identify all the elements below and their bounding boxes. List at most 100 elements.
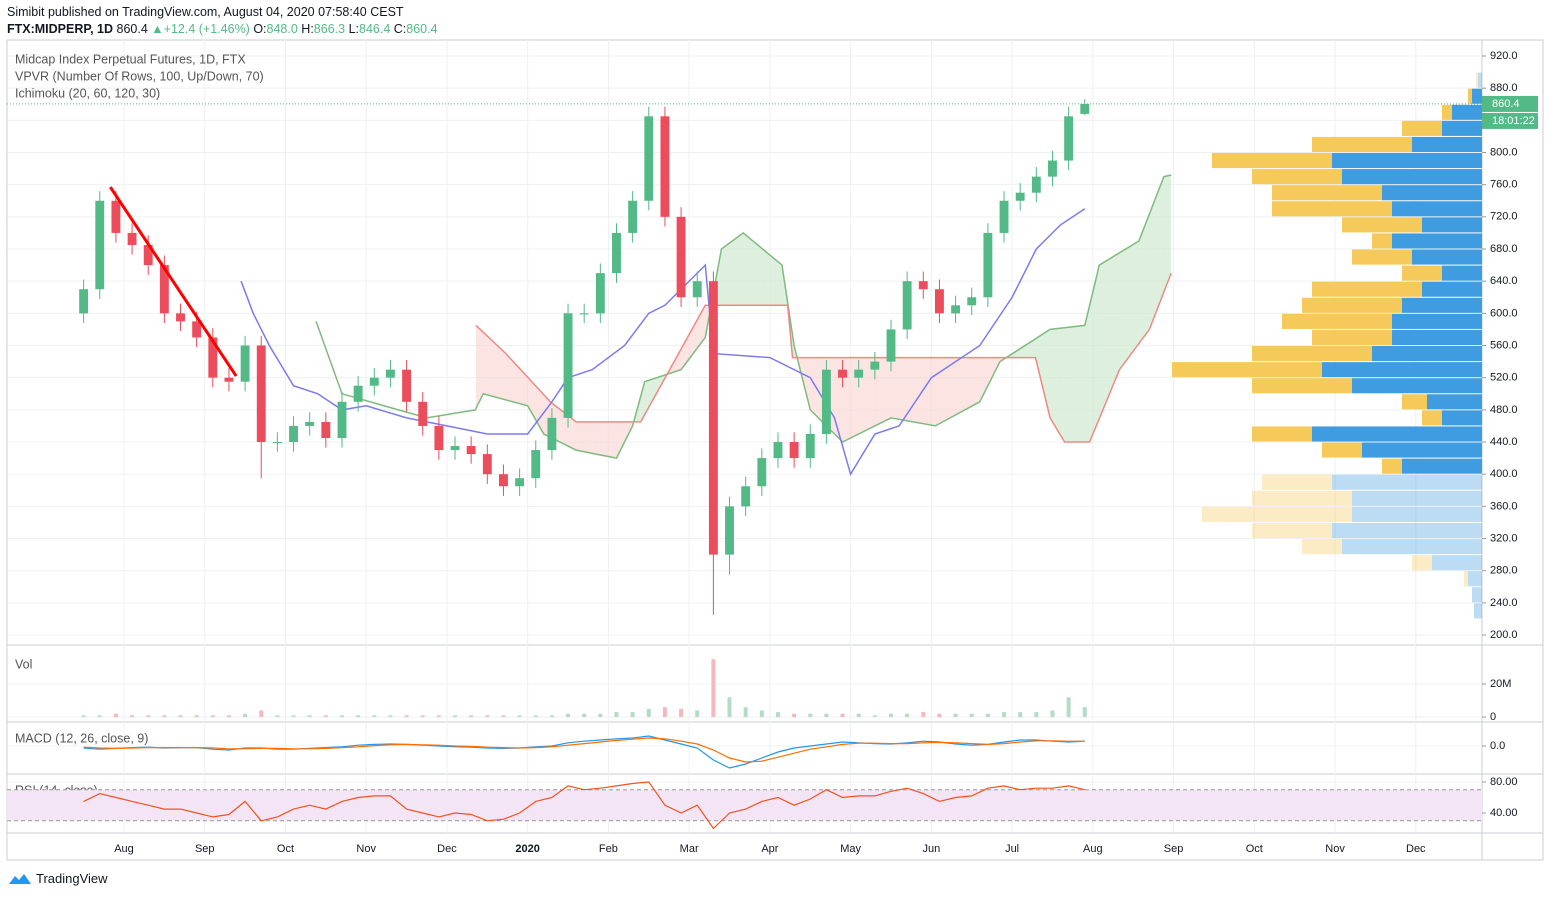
volume-bar (113, 713, 118, 718)
cloud-fill (873, 357, 877, 427)
countdown-label: 18:01:22 (1492, 115, 1535, 127)
cloud-fill (1028, 341, 1032, 358)
close-label: C: (393, 22, 407, 36)
vpvr-up (1392, 233, 1482, 249)
indicator-label: Ichimoku (20, 60, 120, 30) (15, 86, 160, 100)
volume-bar (969, 713, 974, 718)
cloud-fill (1157, 184, 1161, 309)
cloud-fill (521, 370, 525, 405)
vpvr-up (1382, 185, 1482, 201)
cloud-fill (1144, 218, 1148, 336)
cloud-fill (876, 357, 880, 426)
vpvr-up (1442, 410, 1482, 426)
vpvr-down (1412, 555, 1432, 571)
cloud-fill (621, 421, 625, 449)
volume-bar (582, 713, 587, 718)
x-tick-label: Jun (922, 843, 940, 855)
vpvr-down (1342, 217, 1422, 233)
vpvr-up (1352, 506, 1482, 522)
cloud-fill (589, 421, 593, 454)
logo (9, 873, 31, 884)
arrow: ▲ (151, 22, 164, 36)
frame (6, 39, 1544, 861)
cloud-fill (1167, 175, 1171, 284)
candle-body (612, 232, 621, 274)
x-tick-label: Feb (599, 843, 618, 855)
cloud-fill (514, 363, 518, 404)
vpvr-down (1312, 136, 1412, 153)
volume-bar (937, 713, 942, 718)
vpvr-down (1302, 297, 1402, 313)
indicator-label: VPVR (Number Of Rows, 100, Up/Down, 70) (15, 69, 264, 83)
vpvr-down (1272, 201, 1392, 217)
volume-bar (420, 715, 425, 718)
cloud-fill (702, 305, 706, 342)
cloud-fill (508, 356, 512, 402)
vpvr-up (1362, 442, 1482, 458)
vpvr-down (1262, 474, 1332, 490)
cloud-fill (983, 357, 987, 396)
vpvr-down (1422, 410, 1442, 426)
candle-body (821, 369, 831, 434)
brand: TradingView (36, 871, 108, 886)
ichimoku-span-b (475, 272, 1172, 443)
vpvr-up (1452, 104, 1482, 120)
cloud-fill (924, 357, 929, 425)
vpvr-down (1252, 169, 1342, 185)
y-tick-label: 240.0 (1490, 597, 1518, 609)
volume-bar (243, 713, 248, 718)
candle-body (289, 425, 298, 443)
vpvr-down (1252, 378, 1352, 394)
cloud-fill (1138, 234, 1142, 345)
cloud-fill (689, 328, 693, 359)
cloud-fill (1063, 327, 1068, 443)
candle-body (595, 273, 605, 314)
vpvr-up (1468, 571, 1482, 587)
volume-bar (388, 715, 393, 718)
cloud-fill (769, 255, 774, 306)
cloud-fill (963, 357, 967, 411)
cloud-fill (853, 357, 858, 437)
cloud-fill (744, 233, 748, 306)
volume-bar (856, 713, 861, 718)
cloud-fill (976, 357, 980, 404)
cloud-fill (488, 337, 493, 397)
cloud-fill (760, 247, 764, 306)
vpvr-down (1372, 233, 1392, 249)
candle-body (111, 200, 121, 233)
cloud-fill (679, 346, 683, 371)
x-tick-label: Apr (761, 843, 778, 855)
vpvr-down (1172, 362, 1322, 378)
volume-bar (259, 710, 264, 718)
chart: Aug Sep Oct Nov Dec 2020 Feb Mar Apr May Jun Jul Aug… (6, 39, 1544, 861)
cloud-fill (647, 379, 651, 411)
vpvr-down (1382, 458, 1402, 474)
y-tick-label: 40.00 (1490, 807, 1518, 819)
footer: TradingView (8, 871, 108, 886)
vpvr-down (1476, 72, 1478, 88)
candle-body (1031, 176, 1041, 193)
vpvr-down (1402, 265, 1442, 281)
candle-body (466, 446, 476, 455)
volume-bar (905, 713, 910, 718)
cloud-fill (1012, 351, 1016, 358)
cloud-fill (953, 357, 958, 416)
x-tick-label: Dec (1406, 843, 1426, 855)
volume-bar (501, 715, 506, 718)
candle-body (434, 425, 444, 451)
cloud-fill (863, 357, 867, 432)
candle-body (272, 442, 282, 444)
volume-bar (226, 715, 231, 718)
cloud-fill (947, 357, 951, 420)
volume-bar (598, 713, 603, 718)
cloud-fill (870, 357, 874, 429)
cloud-fill (1089, 291, 1093, 443)
cloud-fill (747, 236, 751, 306)
cloud-fill (695, 316, 699, 351)
cloud-fill (957, 357, 961, 415)
volume-bar (453, 715, 458, 718)
candle-body (305, 421, 315, 426)
x-tick-label: Oct (277, 843, 294, 855)
cloud-fill (608, 421, 612, 458)
volume-bar (711, 659, 716, 718)
